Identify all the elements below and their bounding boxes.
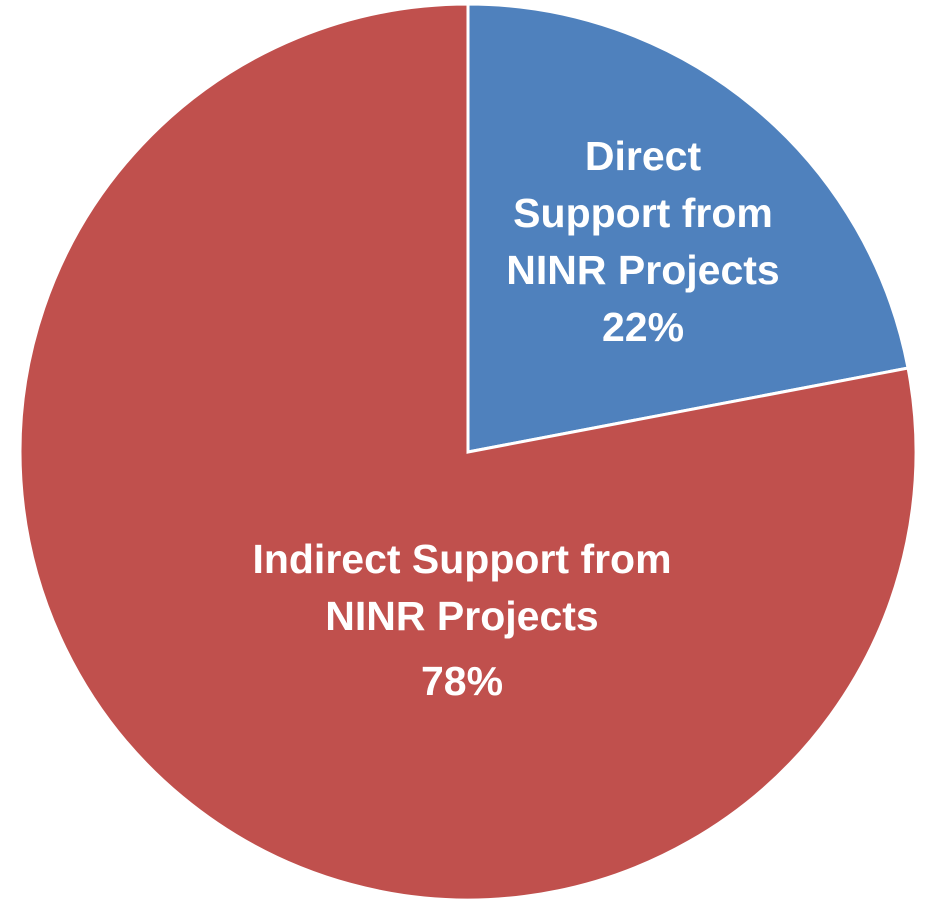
slice-label: Direct Support from NINR Projects (506, 133, 780, 293)
slice-percent: 22% (601, 304, 685, 350)
slice-label: Indirect Support from NINR Projects (252, 536, 672, 639)
pie-slice (466, 2, 910, 454)
pie-slice (18, 2, 918, 902)
slice-percent: 78% (420, 658, 504, 704)
